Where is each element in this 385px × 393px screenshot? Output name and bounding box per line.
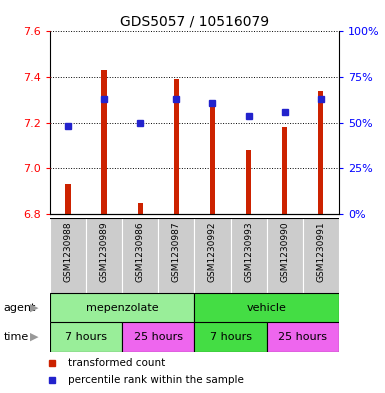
- Text: GSM1230991: GSM1230991: [316, 222, 325, 283]
- Bar: [65, 184, 71, 214]
- Text: transformed count: transformed count: [68, 358, 165, 367]
- Text: GSM1230992: GSM1230992: [208, 222, 217, 282]
- Text: percentile rank within the sample: percentile rank within the sample: [68, 375, 244, 385]
- Bar: [50, 218, 86, 293]
- Bar: [266, 218, 303, 293]
- Bar: [231, 218, 266, 293]
- Text: 25 hours: 25 hours: [134, 332, 183, 342]
- Text: ▶: ▶: [30, 303, 39, 312]
- Bar: [158, 218, 194, 293]
- Text: GSM1230986: GSM1230986: [136, 222, 145, 283]
- Text: vehicle: vehicle: [247, 303, 286, 312]
- Text: 7 hours: 7 hours: [209, 332, 251, 342]
- Bar: [194, 218, 231, 293]
- Text: GSM1230989: GSM1230989: [100, 222, 109, 283]
- Text: mepenzolate: mepenzolate: [86, 303, 159, 312]
- Bar: [137, 203, 143, 214]
- Bar: [50, 293, 194, 322]
- Bar: [86, 218, 122, 293]
- Text: GSM1230987: GSM1230987: [172, 222, 181, 283]
- Text: GSM1230988: GSM1230988: [64, 222, 73, 283]
- Bar: [174, 79, 179, 214]
- Title: GDS5057 / 10516079: GDS5057 / 10516079: [120, 15, 269, 29]
- Bar: [266, 322, 339, 352]
- Bar: [246, 150, 251, 214]
- Bar: [210, 105, 215, 214]
- Bar: [194, 293, 339, 322]
- Text: GSM1230990: GSM1230990: [280, 222, 289, 283]
- Bar: [318, 91, 323, 214]
- Bar: [122, 322, 194, 352]
- Bar: [303, 218, 339, 293]
- Bar: [102, 70, 107, 214]
- Text: 25 hours: 25 hours: [278, 332, 327, 342]
- Bar: [50, 322, 122, 352]
- Text: 7 hours: 7 hours: [65, 332, 107, 342]
- Text: time: time: [4, 332, 29, 342]
- Text: agent: agent: [4, 303, 36, 312]
- Bar: [194, 322, 266, 352]
- Text: GSM1230993: GSM1230993: [244, 222, 253, 283]
- Bar: [122, 218, 158, 293]
- Text: ▶: ▶: [30, 332, 39, 342]
- Bar: [282, 127, 287, 214]
